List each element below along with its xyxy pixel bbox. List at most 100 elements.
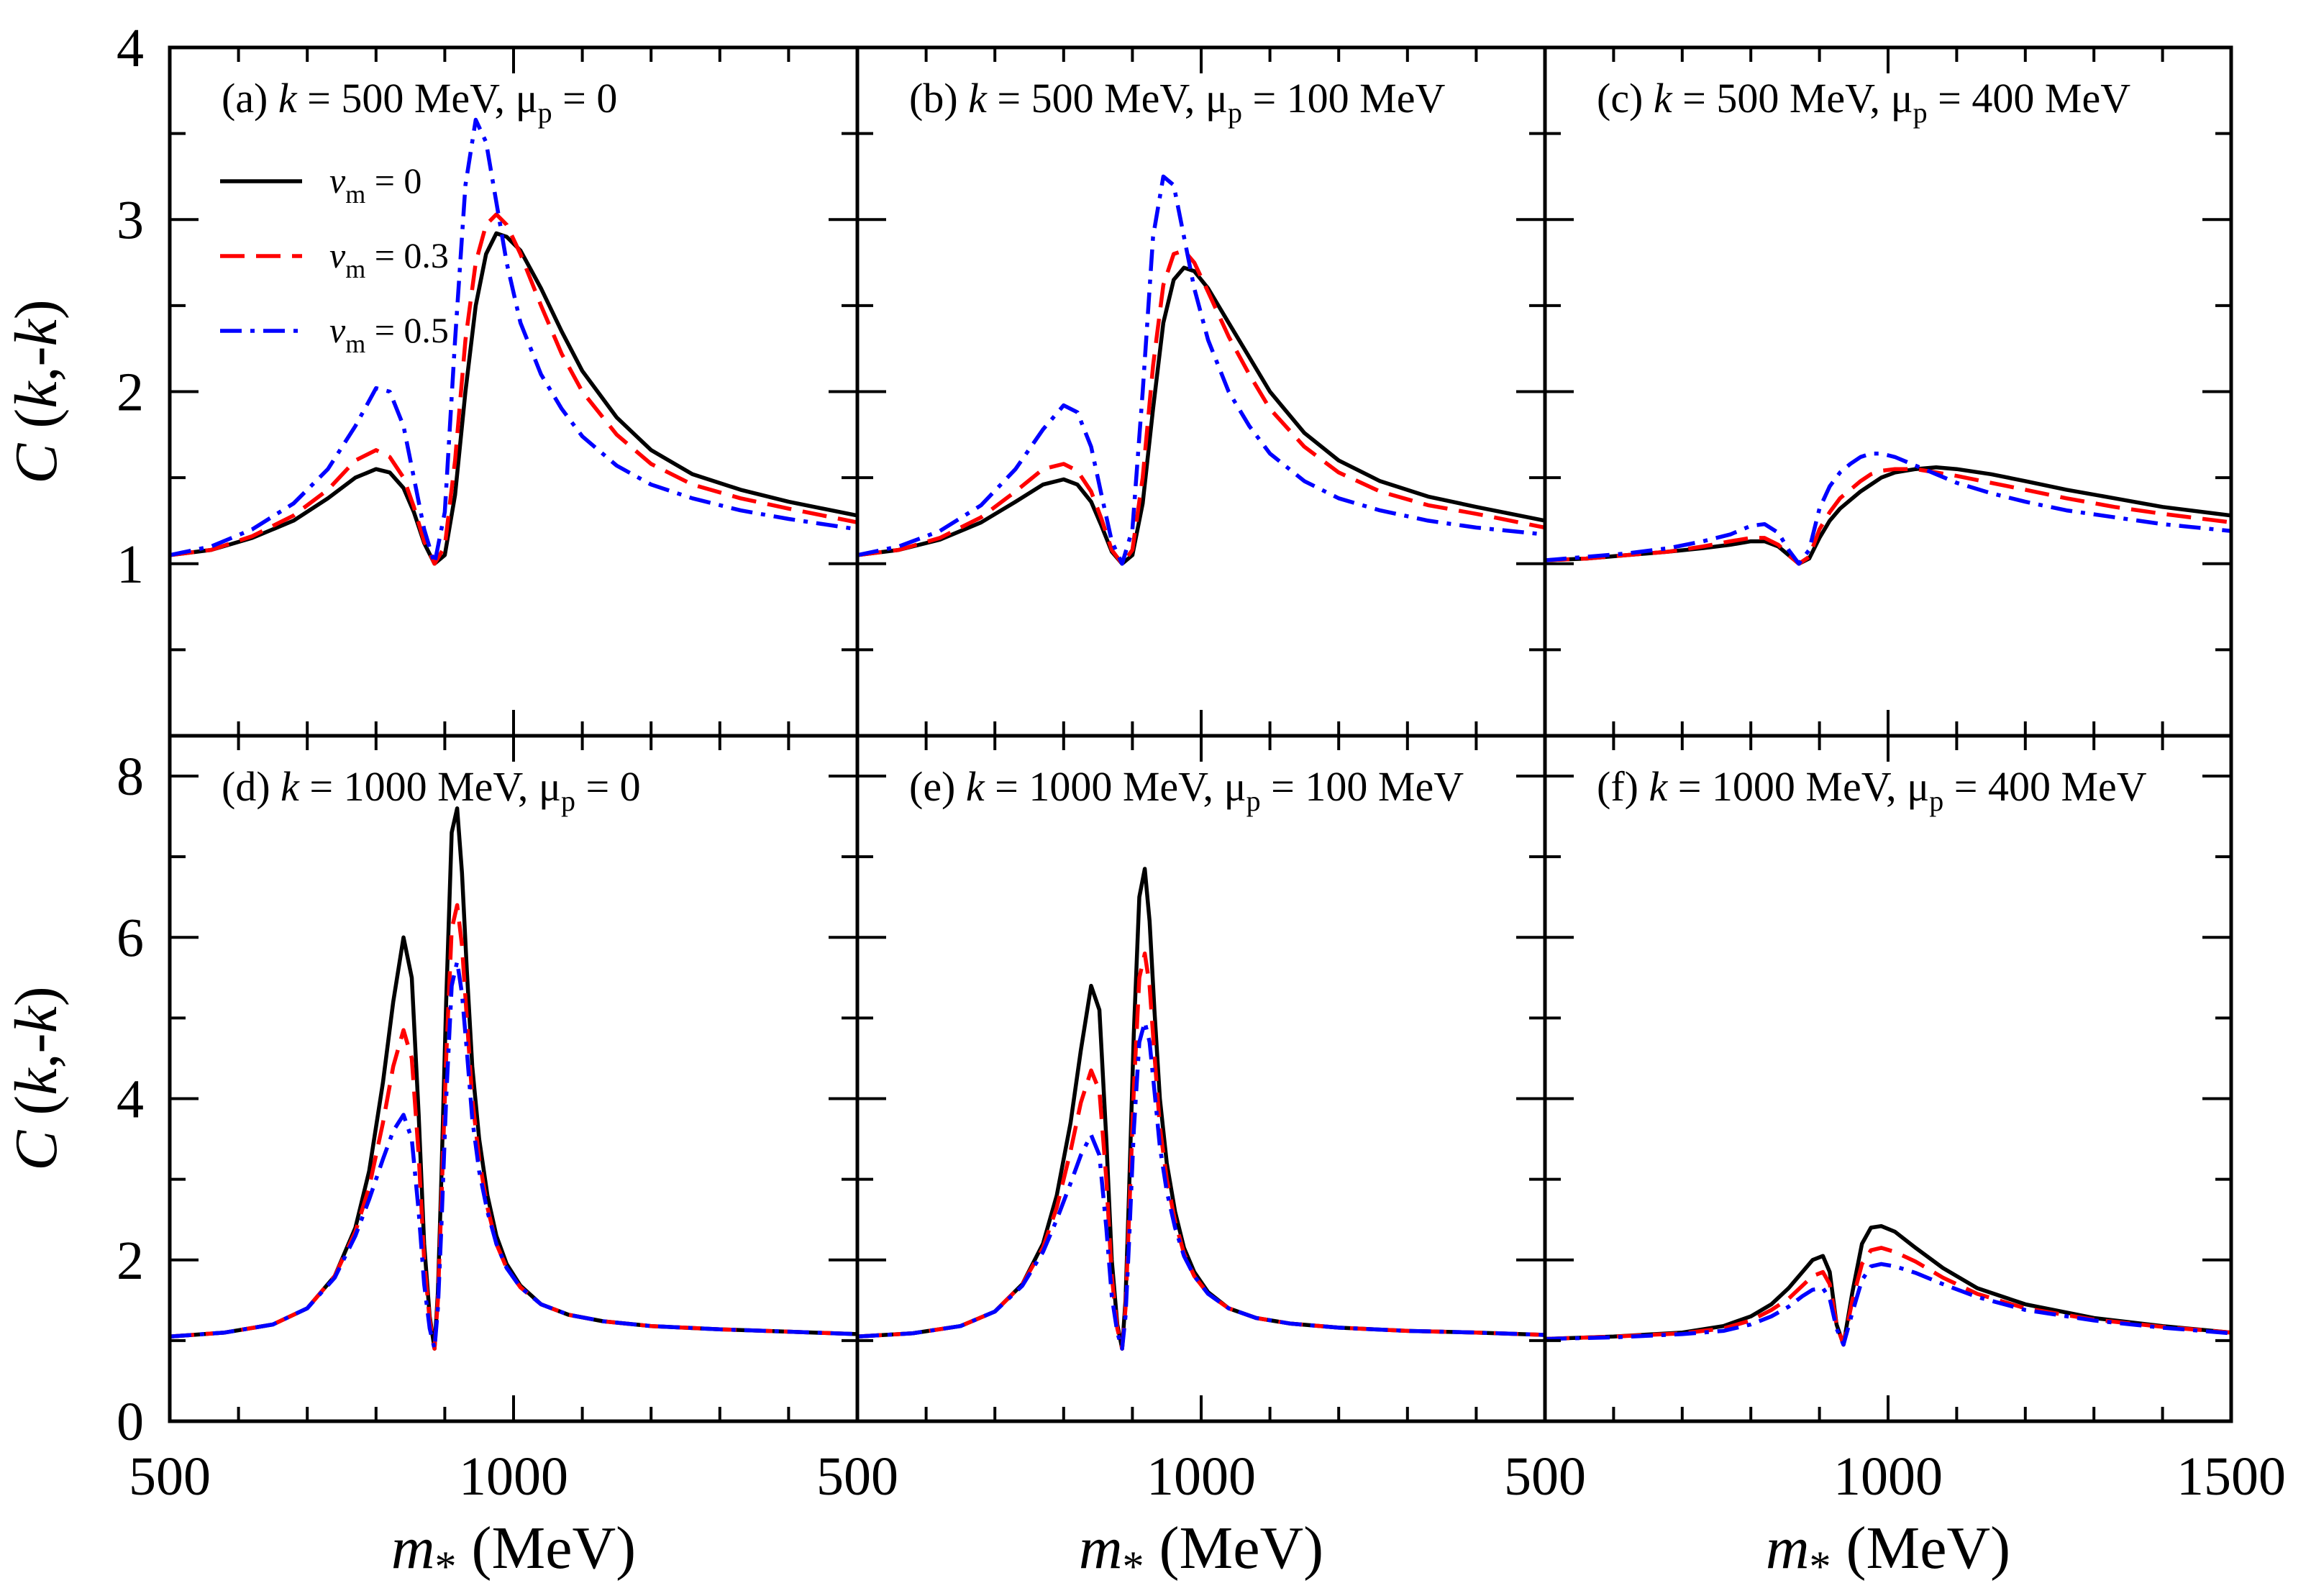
axis-labels: m* (MeV) m* (MeV) m* (MeV)C (k,-k)C (k,-k) [3, 299, 2010, 1590]
panel-label-sub-f: p [1929, 785, 1943, 817]
panel-label-k-d: k [281, 763, 300, 810]
series-line-f-2 [1545, 1262, 2231, 1347]
legend-sub-0: m [345, 180, 365, 209]
series-line-f-0 [1545, 1223, 2231, 1347]
panel-label-k-c: k [1654, 75, 1673, 122]
panel-label-c: (c) k = 500 MeV, μp = 400 MeV [1597, 75, 2130, 129]
panel-label-muval-d: = 0 [575, 763, 641, 810]
panel-label-prefix-b: (b) [909, 75, 968, 122]
y-tick-label-bottom-4: 4 [117, 1070, 144, 1130]
panel-label-prefix-f: (f) [1597, 763, 1649, 810]
panel-label-mu-f: μ [1907, 763, 1929, 810]
panel-label-sub-a: p [538, 96, 552, 129]
x-tick-label-2-1500: 1500 [2176, 1446, 2286, 1507]
series-line-a-2 [170, 117, 857, 566]
legend-symbol-2: v [329, 310, 346, 350]
x-axis-label-unit-1: (MeV) [1144, 1515, 1324, 1582]
x-axis-label-m-2: m [1766, 1515, 1810, 1582]
x-tick-label-2-1000: 1000 [1833, 1446, 1943, 1507]
x-axis-label-2: m* (MeV) [1766, 1515, 2010, 1590]
panel-f-curves [1545, 1223, 2231, 1347]
panel-label-e: (e) k = 1000 MeV, μp = 100 MeV [909, 763, 1464, 817]
x-axis-label-unit-2: (MeV) [1831, 1515, 2011, 1582]
legend-label-1: vm = 0.3 [329, 235, 449, 283]
y-tick-label-bottom-0: 0 [117, 1392, 144, 1452]
panel-label-muval-e: = 100 MeV [1261, 763, 1464, 810]
frame-b [855, 45, 1547, 738]
legend-label-0: vm = 0 [329, 160, 421, 209]
x-axis-label-m-1: m [1079, 1515, 1123, 1582]
x-axis-label-0: m* (MeV) [391, 1515, 636, 1590]
y-axis-label-comma-bottom: ,- [3, 1033, 70, 1068]
series-line-d-1 [170, 903, 857, 1351]
legend-value-1: = 0.3 [365, 235, 449, 275]
y-axis-label-k2-top: k [3, 318, 70, 346]
panel-label-kval-d: = 1000 MeV, [299, 763, 539, 810]
x-axis-label-unit-0: (MeV) [457, 1515, 637, 1582]
panel-b-curves [857, 174, 1545, 566]
x-axis-label-1: m* (MeV) [1079, 1515, 1323, 1590]
legend-symbol-0: v [329, 160, 346, 201]
panel-label-k-b: k [968, 75, 988, 122]
legend: vm = 0vm = 0.3vm = 0.5 [220, 160, 449, 358]
series-line-a-0 [170, 231, 857, 566]
panel-label-sub-c: p [1913, 96, 1928, 129]
legend-symbol-1: v [329, 235, 346, 275]
panel-label-kval-f: = 1000 MeV, [1667, 763, 1907, 810]
frame-e [855, 734, 1547, 1423]
x-tick-label-1-1000: 1000 [1147, 1446, 1256, 1507]
panel-label-sub-b: p [1228, 96, 1242, 129]
y-axis-label-open-bottom: ( [3, 1095, 70, 1131]
y-axis-label-k2-bottom: k [3, 1005, 70, 1033]
series-line-b-2 [857, 174, 1545, 566]
panel-d-curves [170, 806, 857, 1351]
panel-label-mu-d: μ [539, 763, 561, 810]
panel-label-kval-e: = 1000 MeV, [985, 763, 1224, 810]
tick-labels: 1 2 3 4 0 2 4 6 8 500 1000 500 1000 500 1000 1500 [117, 18, 2286, 1507]
panel-label-prefix-a: (a) [222, 75, 278, 122]
series-line-b-1 [857, 248, 1545, 566]
legend-sub-1: m [345, 255, 365, 283]
panel-label-k-a: k [278, 75, 298, 122]
panel-label-sub-d: p [561, 785, 575, 817]
y-axis-label-k1-top: k [3, 380, 70, 409]
series-line-c-0 [1545, 465, 2231, 566]
legend-value-0: = 0 [365, 160, 421, 201]
panel-label-muval-c: = 400 MeV [1928, 75, 2131, 122]
panel-label-muval-f: = 400 MeV [1943, 763, 2147, 810]
x-tick-label-0-500: 500 [129, 1446, 211, 1507]
series-line-d-0 [170, 806, 857, 1351]
panel-label-prefix-e: (e) [909, 763, 966, 810]
x-tick-label-1-500: 500 [816, 1446, 898, 1507]
frame-f [1543, 734, 2233, 1423]
panel-label-f: (f) k = 1000 MeV, μp = 400 MeV [1597, 763, 2147, 817]
y-tick-label-top-4: 4 [117, 18, 144, 78]
panel-label-sub-e: p [1246, 785, 1261, 817]
y-axis-label-c-bottom: C [3, 1130, 70, 1171]
panel-label-d: (d) k = 1000 MeV, μp = 0 [222, 763, 641, 817]
y-tick-label-bottom-8: 8 [117, 747, 144, 807]
legend-value-2: = 0.5 [365, 310, 449, 350]
panel-label-kval-a: = 500 MeV, [297, 75, 516, 122]
frame-a [168, 45, 860, 738]
frame-c [1543, 45, 2233, 738]
series-line-b-0 [857, 265, 1545, 566]
y-tick-label-top-2: 2 [117, 362, 144, 423]
series-line-e-0 [857, 867, 1545, 1351]
y-axis-label-bottom: C (k,-k) [3, 986, 70, 1171]
series-line-e-1 [857, 951, 1545, 1351]
panel-label-prefix-c: (c) [1597, 75, 1654, 122]
y-axis-label-close-bottom: ) [3, 986, 70, 1006]
series-line-f-1 [1545, 1246, 2231, 1347]
panel-label-mu-a: μ [516, 75, 538, 122]
series-line-c-1 [1545, 467, 2231, 566]
y-axis-label-comma-top: ,- [3, 346, 70, 381]
panel-label-muval-b: = 100 MeV [1242, 75, 1446, 122]
axis-ticks [168, 46, 2233, 1423]
panel-label-mu-e: μ [1224, 763, 1246, 810]
panel-label-k-f: k [1649, 763, 1668, 810]
panel-e-curves [857, 867, 1545, 1351]
legend-sub-2: m [345, 329, 365, 358]
series-line-a-1 [170, 212, 857, 566]
panel-label-mu-b: μ [1205, 75, 1228, 122]
